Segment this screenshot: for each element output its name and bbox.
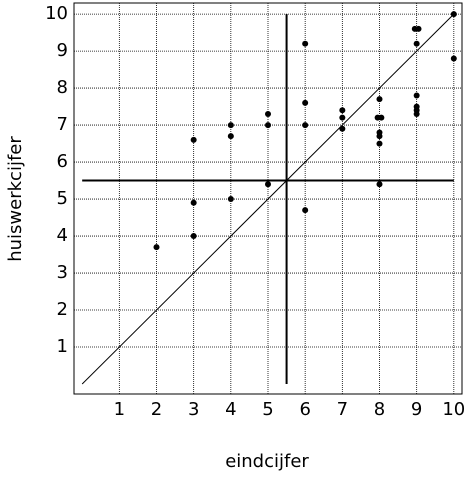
point bbox=[415, 25, 422, 32]
y-tick-label: 4 bbox=[57, 225, 68, 246]
point bbox=[190, 136, 197, 143]
point bbox=[302, 99, 309, 106]
x-tick-label: 10 bbox=[442, 399, 464, 420]
point bbox=[376, 96, 383, 103]
point bbox=[227, 196, 234, 203]
point bbox=[227, 122, 234, 129]
x-tick-label: 1 bbox=[114, 399, 125, 420]
x-axis-label: eindcijfer bbox=[225, 451, 309, 472]
point bbox=[450, 11, 457, 18]
x-tick-label: 7 bbox=[337, 399, 348, 420]
y-tick-label: 5 bbox=[57, 188, 68, 209]
point bbox=[376, 133, 383, 140]
x-tick-label: 3 bbox=[188, 399, 199, 420]
point bbox=[413, 92, 420, 99]
point bbox=[413, 40, 420, 47]
point bbox=[153, 244, 160, 251]
x-tick-label: 6 bbox=[299, 399, 310, 420]
point bbox=[339, 125, 346, 132]
point bbox=[302, 40, 309, 47]
y-tick-label: 7 bbox=[57, 114, 68, 135]
point bbox=[378, 114, 385, 121]
y-tick-label: 1 bbox=[57, 336, 68, 357]
point bbox=[413, 110, 420, 117]
x-tick-label: 4 bbox=[225, 399, 236, 420]
x-tick-label: 2 bbox=[151, 399, 162, 420]
x-tick-label: 5 bbox=[262, 399, 273, 420]
point bbox=[302, 207, 309, 214]
point bbox=[339, 114, 346, 121]
point bbox=[190, 199, 197, 206]
point bbox=[265, 181, 271, 188]
plot-frame bbox=[73, 2, 463, 395]
y-tick-label: 10 bbox=[45, 3, 68, 24]
point bbox=[339, 107, 346, 114]
point bbox=[190, 233, 197, 240]
y-tick-label: 2 bbox=[57, 299, 68, 320]
point bbox=[450, 55, 457, 62]
x-tick-label: 8 bbox=[374, 399, 385, 420]
y-tick-label: 3 bbox=[57, 262, 68, 283]
point bbox=[227, 133, 234, 140]
point bbox=[265, 110, 271, 117]
x-tick-label: 9 bbox=[411, 399, 422, 420]
point bbox=[265, 122, 271, 129]
point bbox=[376, 181, 383, 188]
point bbox=[376, 140, 383, 147]
y-tick-label: 9 bbox=[57, 40, 68, 61]
y-tick-label: 8 bbox=[57, 77, 68, 98]
point bbox=[302, 122, 309, 129]
y-tick-label: 6 bbox=[57, 151, 68, 172]
reference-line bbox=[81, 13, 455, 385]
y-axis-label: huiswerkcijfer bbox=[5, 136, 26, 262]
